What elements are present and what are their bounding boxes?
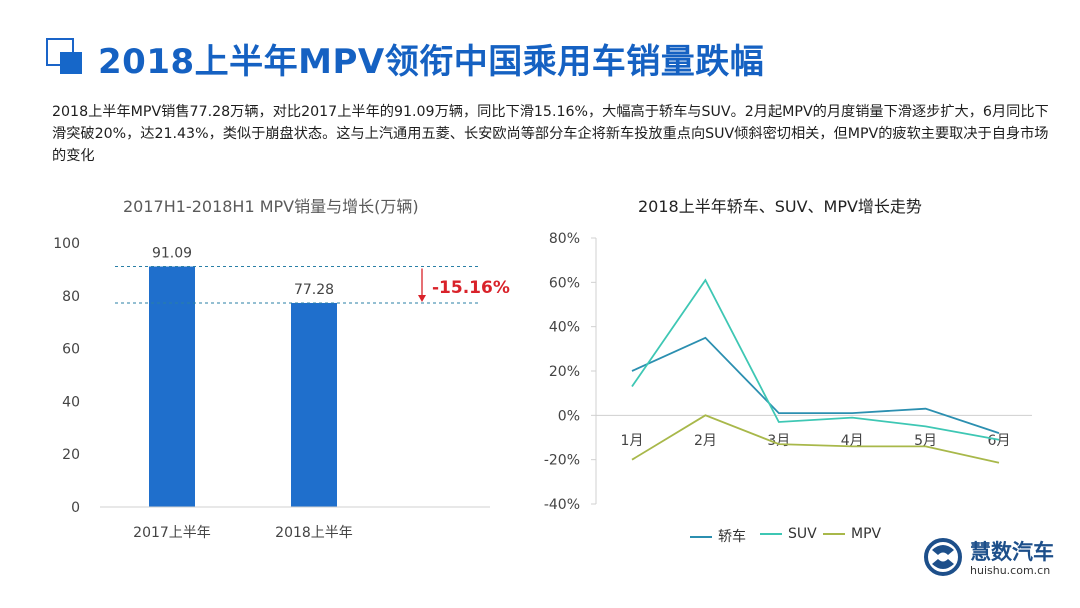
title-decoration-fill [60, 52, 82, 74]
bar-value-label: 77.28 [294, 282, 334, 298]
bar-y-tick-label: 20 [62, 447, 80, 463]
legend-suv-swatch [760, 533, 782, 535]
line-x-tick-label: 5月 [914, 433, 937, 449]
change-label: -15.16% [432, 278, 510, 298]
bar-y-tick-label: 40 [62, 394, 80, 410]
summary-text: 2018上半年MPV销售77.28万辆，对比2017上半年的91.09万辆，同比… [52, 104, 1049, 164]
line-chart-title: 2018上半年轿车、SUV、MPV增长走势 [638, 197, 922, 216]
line-y-tick-label: -40% [544, 497, 580, 513]
legend-suv-label: SUV [788, 526, 817, 542]
bar-chart: 0 20 40 60 80 100 91.09 2017上半年 77.28 2018上半年 -15.… [53, 236, 510, 541]
legend-sedan-swatch [690, 536, 712, 538]
legend-mpv: MPV [823, 526, 881, 542]
line-y-tick-label: -20% [544, 453, 580, 469]
bar-category-label: 2018上半年 [275, 525, 353, 541]
line-y-tick-label: 40% [549, 320, 580, 336]
series-suv-line [631, 278, 1000, 441]
legend-sedan-label: 轿车 [718, 529, 746, 545]
line-y-tick-label: 60% [549, 275, 580, 291]
bar-category-label: 2017上半年 [133, 525, 211, 541]
line-x-tick-label: 6月 [988, 433, 1011, 449]
bar-y-tick-label: 60 [62, 342, 80, 358]
bar-y-tick-label: 0 [71, 500, 80, 516]
line-y-tick-label: 20% [549, 364, 580, 380]
legend-suv: SUV [760, 526, 817, 542]
bar-value-label: 91.09 [152, 246, 192, 262]
bar-y-tick-label: 100 [53, 236, 80, 252]
brand-url: huishu.com.cn [970, 564, 1051, 577]
brand-name: 慧数汽车 [970, 540, 1054, 564]
series-mpv-line [631, 414, 1000, 464]
line-y-tick-label: 0% [558, 408, 580, 424]
bar-chart-title: 2017H1-2018H1 MPV销量与增长(万辆) [123, 197, 419, 216]
legend-mpv-swatch [823, 533, 845, 535]
line-x-tick-label: 1月 [621, 433, 644, 449]
legend-mpv-label: MPV [851, 526, 882, 542]
bar-1 [149, 266, 195, 507]
bar-2 [291, 302, 337, 507]
page-title: 2018上半年MPV领衔中国乘用车销量跌幅 [98, 42, 765, 82]
line-x-tick-label: 2月 [694, 433, 717, 449]
line-y-tick-label: 80% [549, 231, 580, 247]
brand-logo: 慧数汽车 huishu.com.cn [924, 534, 1064, 584]
line-chart: -40%-20%0%20%40%60%80%1月 2月 3月 4月 5月 6月 [544, 231, 1032, 513]
bar-y-tick-label: 80 [62, 289, 80, 305]
brand-mark-icon [924, 538, 962, 576]
change-arrow-head [418, 294, 426, 302]
line-x-tick-label: 4月 [841, 433, 864, 449]
series-sedan-line [631, 336, 1000, 434]
legend-sedan: 轿车 [690, 526, 746, 546]
